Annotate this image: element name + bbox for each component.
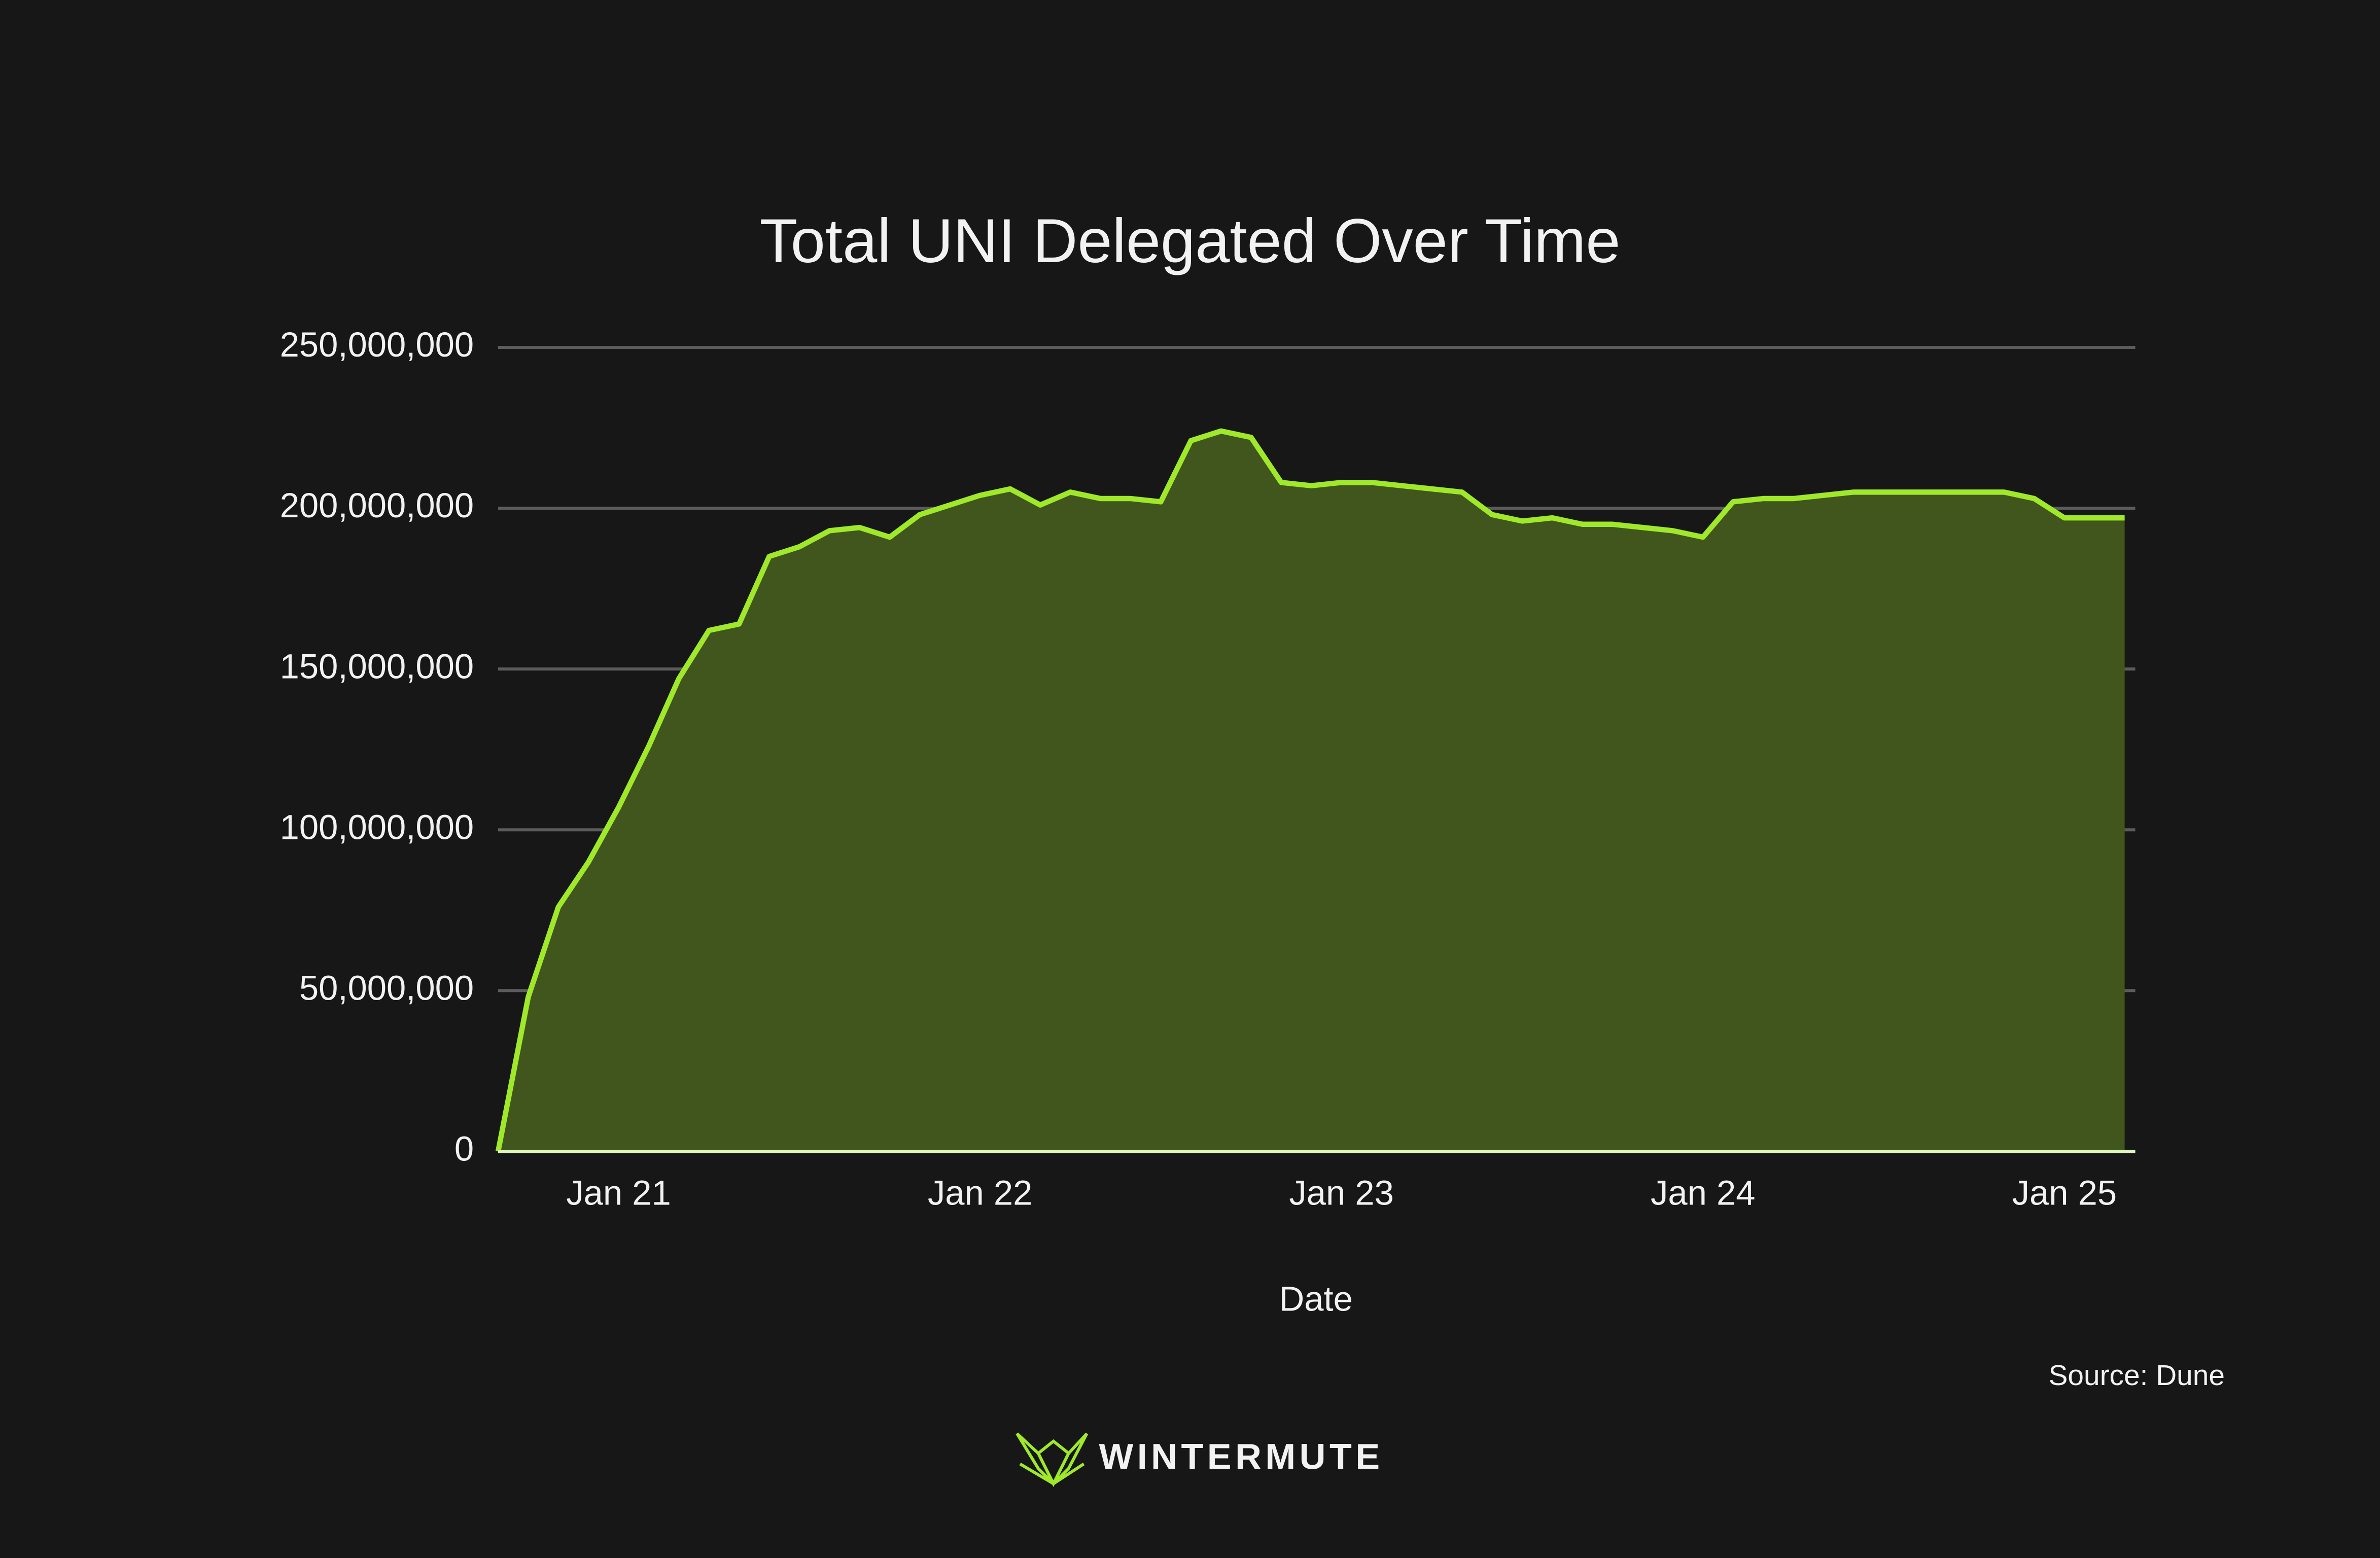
logo: WINTERMUTE <box>1016 1432 1384 1488</box>
x-tick-label: Jan 23 <box>1289 1173 1394 1212</box>
y-tick-label: 0 <box>454 1129 474 1168</box>
x-tick-label: Jan 21 <box>566 1173 671 1212</box>
line <box>495 428 2125 1152</box>
y-tick-label: 250,000,000 <box>280 325 474 364</box>
y-tick-label: 200,000,000 <box>280 486 474 525</box>
chart-title: Total UNI Delegated Over Time <box>760 206 1621 275</box>
logo-mark <box>1016 1432 1089 1488</box>
y-tick-label: 50,000,000 <box>299 968 474 1007</box>
x-tick-label: Jan 24 <box>1651 1173 1756 1212</box>
x-tick-label: Jan 22 <box>928 1173 1033 1212</box>
area-fill <box>498 431 2125 1152</box>
source-note: Source: Dune <box>2049 1360 2225 1392</box>
x-tick-label: Jan 25 <box>2012 1173 2117 1212</box>
x-axis-label: Date <box>1279 1280 1353 1319</box>
y-tick-label: 150,000,000 <box>280 647 474 686</box>
y-tick-label: 100,000,000 <box>280 807 474 846</box>
logo-text: WINTERMUTE <box>1099 1437 1384 1477</box>
